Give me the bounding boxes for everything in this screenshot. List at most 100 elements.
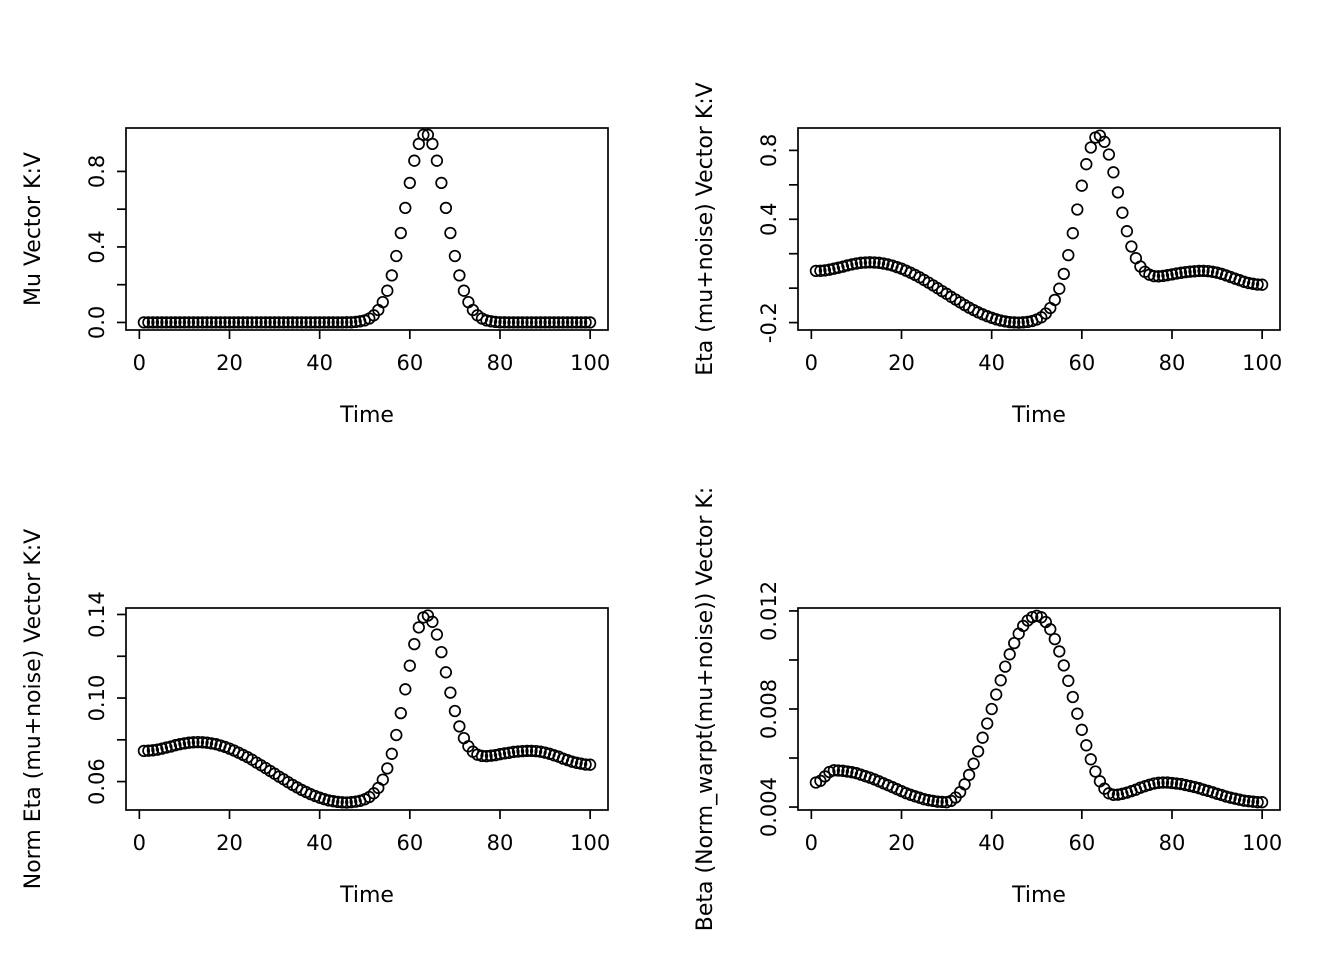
data-point: [439, 201, 453, 215]
data-point: [399, 201, 412, 215]
data-point: [1242, 276, 1255, 290]
x-tick-label: 80: [487, 831, 514, 855]
data-point: [1156, 269, 1170, 283]
data-point: [178, 316, 191, 329]
x-tick-label: 60: [396, 351, 423, 375]
data-point: [1044, 623, 1057, 636]
x-tick-label: 20: [888, 351, 915, 375]
data-point: [1057, 267, 1070, 281]
data-point: [331, 795, 344, 809]
data-point: [570, 756, 583, 769]
x-tick-label: 100: [1242, 351, 1282, 375]
data-point: [868, 256, 881, 269]
data-point: [574, 316, 588, 329]
x-tick-label: 0: [805, 831, 818, 855]
data-point: [214, 316, 227, 329]
data-point: [1017, 316, 1030, 329]
data-point: [286, 316, 299, 329]
data-point: [236, 316, 250, 329]
data-point: [146, 744, 160, 757]
y-tick-label: 0.06: [85, 758, 109, 805]
data-point: [827, 262, 841, 275]
data-point: [1255, 796, 1269, 809]
data-point: [1233, 793, 1246, 806]
chart-panel-svg: 0 20 40 60 80 100 -0.2 0.4 0.8 Time Eta (mu+noise)…: [693, 82, 1282, 428]
data-point: [232, 316, 245, 329]
x-tick-label: 60: [396, 831, 423, 855]
data-point: [394, 226, 407, 240]
panel-eta-vector: 0 20 40 60 80 100 -0.2 0.4 0.8 Time Eta (mu+noise)…: [672, 0, 1344, 480]
data-point: [529, 316, 543, 329]
data-point: [331, 316, 344, 329]
data-point: [187, 736, 200, 749]
data-point: [489, 315, 502, 329]
data-point: [872, 256, 886, 269]
x-tick-label: 40: [306, 351, 333, 375]
y-tick-label: 0.008: [757, 679, 781, 739]
data-point: [1071, 203, 1084, 216]
data-point: [931, 795, 944, 808]
data-point: [394, 706, 407, 720]
chart-panel-svg: 0 20 40 60 80 100 0.004 0.008 0.012 Time Beta (Nor…: [693, 487, 1282, 931]
data-point: [854, 256, 868, 269]
data-point: [277, 316, 290, 329]
data-point: [520, 744, 534, 758]
data-point: [151, 316, 164, 329]
data-point: [971, 745, 985, 758]
data-point: [538, 316, 552, 329]
data-point: [863, 256, 877, 269]
y-tick-label: 0.10: [85, 675, 109, 722]
data-point: [263, 316, 277, 329]
data-point: [1098, 135, 1111, 148]
data-point: [493, 316, 507, 329]
data-point: [448, 704, 462, 718]
y-tick-label: 0.4: [85, 230, 109, 263]
data-point: [990, 688, 1003, 701]
x-axis-label: Time: [1011, 403, 1066, 428]
data-point: [547, 316, 561, 329]
data-point: [493, 748, 507, 761]
data-point: [385, 269, 398, 282]
x-tick-label: 80: [1159, 351, 1186, 375]
data-point: [187, 316, 200, 329]
data-point: [1012, 316, 1025, 329]
data-point: [1075, 179, 1088, 192]
x-tick-label: 80: [1159, 831, 1186, 855]
data-point: [322, 316, 335, 329]
data-point: [850, 257, 863, 270]
data-point: [1003, 648, 1016, 661]
y-tick-label: 0.14: [85, 591, 109, 638]
data-point: [507, 316, 520, 329]
data-point: [309, 316, 322, 329]
data-point: [823, 263, 836, 276]
data-point: [836, 764, 850, 777]
point-series: [809, 129, 1269, 329]
data-point: [200, 316, 214, 329]
data-point: [457, 284, 471, 297]
data-point: [561, 316, 574, 329]
data-point: [525, 744, 538, 758]
data-point: [1246, 277, 1260, 290]
data-point: [520, 316, 534, 329]
data-point: [196, 316, 209, 329]
data-point: [985, 702, 998, 716]
data-point: [841, 259, 854, 272]
data-point: [1080, 158, 1093, 171]
x-tick-label: 0: [133, 831, 146, 855]
x-tick-label: 40: [306, 831, 333, 855]
data-point: [444, 226, 457, 240]
data-point: [1084, 141, 1097, 154]
data-point: [381, 284, 394, 297]
data-point: [345, 795, 358, 809]
data-point: [349, 795, 362, 808]
data-point: [574, 757, 588, 770]
data-point: [290, 316, 304, 329]
data-point: [191, 316, 205, 329]
data-point: [489, 748, 502, 762]
data-point: [1161, 776, 1174, 789]
data-point: [917, 793, 931, 806]
data-point: [516, 744, 529, 758]
data-point: [1084, 753, 1097, 766]
data-point: [511, 745, 525, 758]
data-point: [556, 316, 570, 329]
